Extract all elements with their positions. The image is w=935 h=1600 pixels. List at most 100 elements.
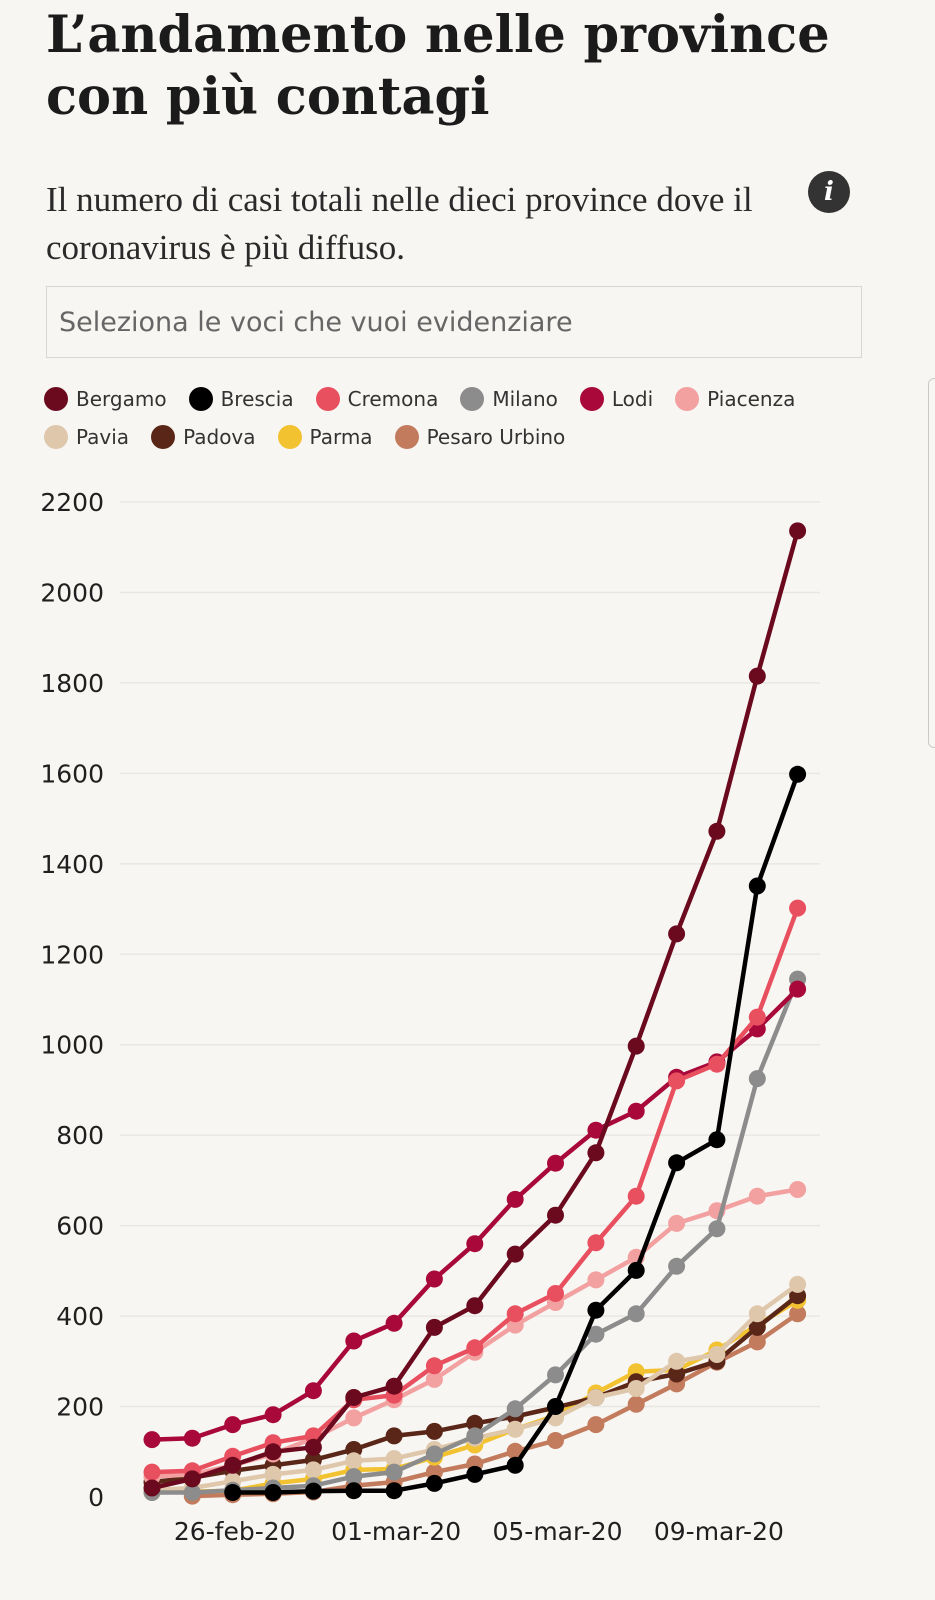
data-point-pavia [304,1461,322,1479]
data-point-pavia [668,1352,686,1370]
data-point-bergamo [345,1389,363,1406]
data-point-milano [627,1305,645,1323]
info-icon[interactable]: i [808,171,850,213]
legend-swatch [44,387,68,411]
data-point-milano [668,1257,686,1275]
data-point-brescia [708,1131,726,1149]
legend-label: Parma [309,425,373,449]
data-point-lodi [587,1121,605,1139]
x-tick-label: 09-mar-20 [654,1517,784,1546]
data-point-padova [385,1427,403,1445]
data-point-pavia [627,1380,645,1397]
data-point-brescia [627,1261,645,1279]
data-point-bergamo [264,1443,282,1461]
data-point-brescia [345,1482,363,1500]
legend-item-piacenza[interactable]: Piacenza [675,386,795,412]
data-point-brescia [587,1301,605,1319]
y-tick-label: 400 [56,1302,104,1331]
legend-item-parma[interactable]: Parma [277,424,373,450]
legend-label: Padova [183,425,256,449]
data-point-pavia [587,1389,605,1406]
data-point-milano [547,1366,564,1384]
legend-item-padova[interactable]: Padova [151,424,256,450]
data-point-piacenza [587,1271,605,1289]
data-point-bergamo [183,1470,201,1488]
data-point-cremona [708,1055,726,1073]
legend-label: Bergamo [76,387,167,411]
data-point-cremona [587,1234,605,1252]
legend-swatch [44,425,68,449]
data-point-brescia [506,1456,524,1474]
data-point-pesaro-urbino [748,1333,766,1351]
legend-label: Pavia [76,425,130,449]
y-tick-label: 2000 [40,578,104,607]
data-point-brescia [466,1465,484,1483]
legend-label: Cremona [347,387,439,411]
y-tick-label: 1200 [40,940,104,969]
data-point-milano [708,1220,726,1238]
y-tick-label: 1800 [40,669,104,698]
legend-label: Piacenza [707,387,796,411]
legend-swatch [277,425,302,449]
data-point-bergamo [143,1479,161,1497]
legend-item-lodi[interactable]: Lodi [579,386,654,412]
legend-item-pavia[interactable]: Pavia [44,424,129,450]
legend-item-bergamo[interactable]: Bergamo [44,386,167,412]
legend-item-pesaro-urbino[interactable]: Pesaro Urbino [394,424,566,450]
data-point-milano [748,1070,766,1088]
data-point-cremona [668,1072,686,1090]
legend-swatch [188,387,213,411]
data-point-lodi [547,1154,564,1172]
data-point-pesaro-urbino [547,1432,564,1449]
data-point-brescia [224,1484,242,1501]
x-tick-label: 26-feb-20 [174,1517,296,1546]
x-tick-label: 01-mar-20 [331,1517,461,1546]
data-point-milano [385,1463,403,1481]
data-point-bergamo [304,1438,322,1456]
legend-item-brescia[interactable]: Brescia [188,386,294,412]
y-tick-label: 0 [88,1483,104,1512]
data-point-piacenza [668,1214,686,1232]
data-point-padova [668,1365,686,1383]
legend-label: Pesaro Urbino [426,425,566,449]
data-point-cremona [789,899,807,917]
y-tick-label: 2200 [40,488,104,517]
series-line-cremona [149,905,800,1475]
data-point-brescia [789,765,807,783]
data-point-cremona [143,1463,161,1481]
legend-swatch [460,387,485,411]
data-point-lodi [627,1102,645,1120]
data-point-pavia [789,1275,807,1293]
legend-item-milano[interactable]: Milano [460,386,558,412]
data-point-brescia [748,877,766,895]
data-point-pavia [345,1452,363,1470]
data-point-brescia [304,1482,322,1500]
legend-label: Lodi [611,387,654,411]
legend-swatch [579,387,604,411]
data-point-cremona [466,1339,484,1357]
legend-swatch [675,387,700,411]
highlight-search-input[interactable] [46,286,862,358]
y-tick-label: 1400 [40,850,104,879]
y-tick-label: 800 [56,1121,104,1150]
data-point-lodi [385,1314,403,1332]
data-point-piacenza [345,1409,363,1427]
scroll-handle[interactable] [928,378,935,748]
x-tick-label: 05-mar-20 [492,1517,622,1546]
y-tick-label: 1600 [40,759,104,788]
data-point-bergamo [506,1245,524,1263]
legend-label: Brescia [220,387,294,411]
data-point-pesaro-urbino [627,1395,645,1413]
data-point-pavia [385,1450,403,1468]
data-point-brescia [547,1398,564,1415]
data-point-lodi [506,1190,524,1208]
data-point-pavia [506,1420,524,1438]
data-point-lodi [224,1416,242,1434]
data-point-piacenza [789,1181,807,1198]
data-point-lodi [789,980,807,998]
data-point-bergamo [708,822,726,840]
data-point-milano [466,1427,484,1445]
data-point-bergamo [425,1318,443,1336]
legend-item-cremona[interactable]: Cremona [315,386,439,412]
legend-swatch [394,425,419,449]
